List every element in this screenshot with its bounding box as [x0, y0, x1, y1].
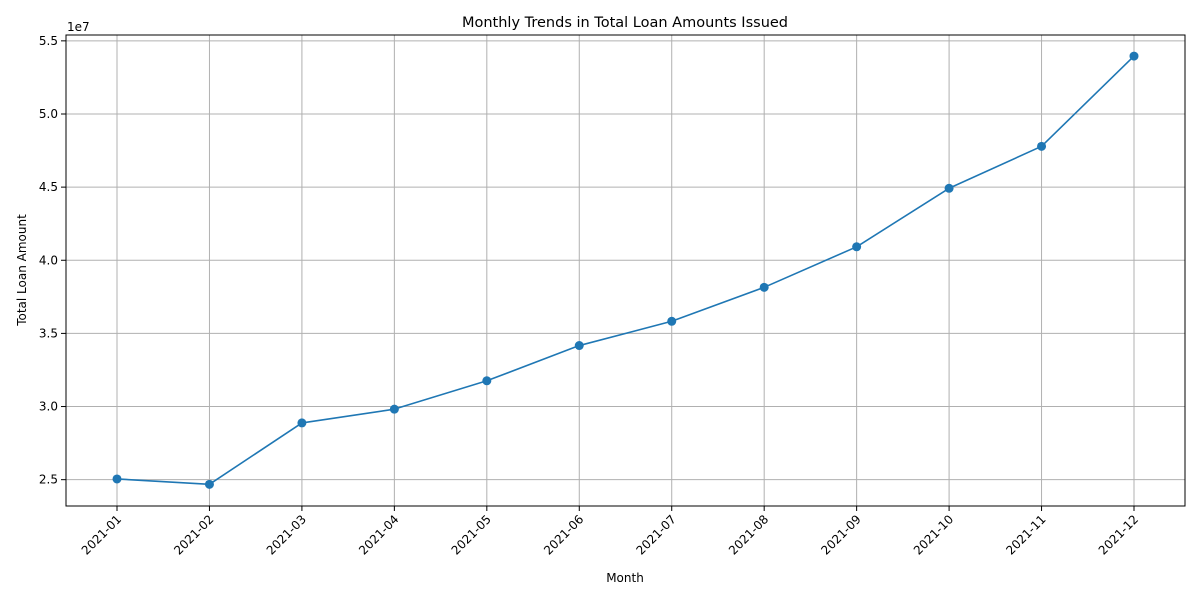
- data-point-marker: [297, 418, 307, 428]
- data-point-marker: [1129, 51, 1139, 61]
- chart-title: Monthly Trends in Total Loan Amounts Iss…: [462, 15, 788, 31]
- y-axis-label: Total Loan Amount: [15, 214, 29, 327]
- series-group: [112, 51, 1139, 489]
- y-axis: 2.5 3.0 3.5 4.0 4.5 5.0 5.5: [39, 34, 66, 487]
- data-point-marker: [574, 341, 584, 351]
- y-axis-offset-text: 1e7: [67, 20, 90, 34]
- axes-frame: [65, 34, 1186, 507]
- y-tick-label: 5.5: [39, 34, 58, 48]
- series-line: [116, 55, 1135, 486]
- y-tick-label: 4.0: [39, 253, 58, 267]
- y-tick-label: 3.5: [39, 326, 58, 340]
- grid: [66, 35, 1185, 506]
- data-point-marker: [852, 242, 862, 252]
- y-tick-label: 3.0: [39, 400, 58, 414]
- data-point-marker: [204, 479, 214, 489]
- x-axis-label: Month: [606, 571, 644, 585]
- data-point-marker: [1037, 141, 1047, 151]
- data-point-marker: [944, 183, 954, 193]
- data-point-marker: [389, 404, 399, 414]
- y-tick-label: 5.0: [39, 107, 58, 121]
- data-point-marker: [759, 282, 769, 292]
- data-point-marker: [667, 316, 677, 326]
- y-tick-label: 4.5: [39, 180, 58, 194]
- y-tick-label: 2.5: [39, 473, 58, 487]
- data-point-marker: [482, 376, 492, 386]
- data-point-marker: [112, 474, 122, 484]
